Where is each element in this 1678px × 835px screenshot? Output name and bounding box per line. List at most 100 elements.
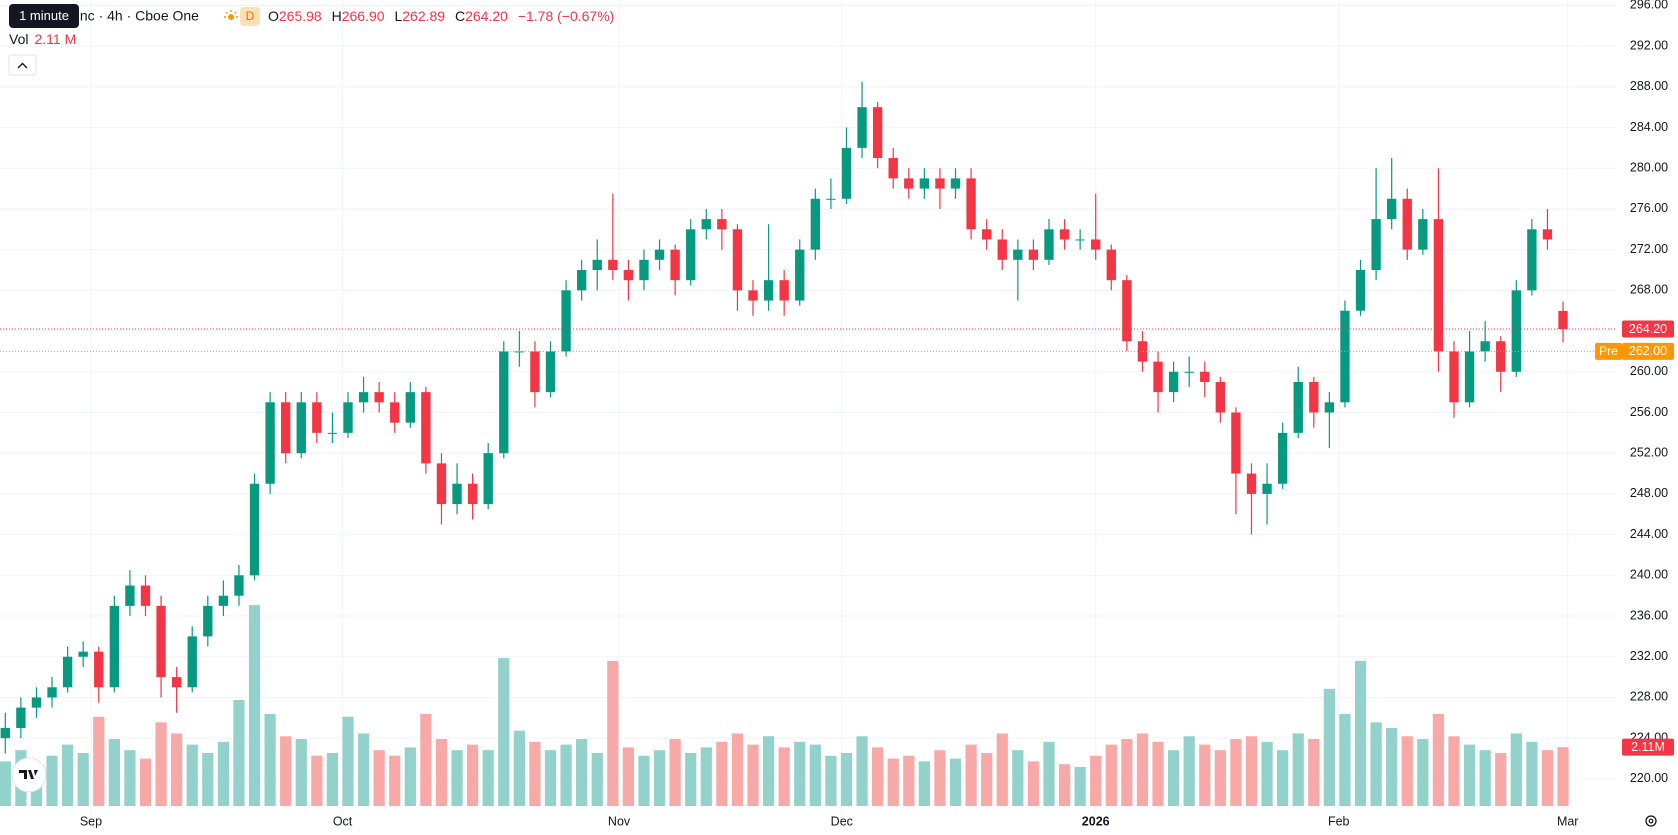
logo-circle[interactable] (11, 757, 47, 793)
volume-bar (311, 755, 323, 806)
volume-bar (186, 744, 198, 806)
candle-body (1449, 351, 1459, 403)
sun-rays (224, 10, 238, 18)
candle-body (639, 259, 649, 281)
candle-body (872, 107, 883, 159)
volume-bar (856, 736, 868, 806)
volume-bar (217, 741, 229, 806)
volume-bar (716, 741, 728, 806)
volume-bar (622, 747, 635, 806)
candle-body (94, 651, 104, 688)
candle-body (576, 270, 587, 291)
candle-body (1324, 402, 1335, 413)
volume-bar (1105, 744, 1117, 806)
volume-bar (747, 744, 759, 806)
candle-body (1418, 219, 1428, 250)
volume-bar (1354, 660, 1367, 806)
volume-bar (124, 750, 136, 806)
volume-bar (529, 741, 541, 806)
volume-bar (607, 660, 619, 806)
y-tick-label: 296.00 (1630, 0, 1668, 12)
volume-bar (46, 755, 58, 806)
candle-body (670, 249, 680, 281)
ohlc-values: O265.98 H266.90 L262.89 C264.20 −1.78 (−… (268, 8, 614, 24)
volume-bar (248, 605, 261, 806)
candle-body (1246, 473, 1257, 494)
volume-bar (809, 744, 821, 806)
candle-body (1153, 361, 1163, 393)
volume-bar (996, 733, 1008, 806)
candle-body (421, 392, 431, 464)
candle-body (467, 483, 478, 505)
volume-bar (1090, 755, 1102, 806)
y-tick-label: 240.00 (1630, 568, 1668, 582)
volume-bar (1183, 736, 1195, 806)
volume-bar (264, 713, 276, 806)
candle-body (608, 259, 618, 271)
volume-label-box (1622, 738, 1674, 756)
candle-body (1091, 239, 1101, 250)
volume-bar (1463, 744, 1476, 806)
volume-header-name: Vol (9, 31, 28, 47)
candle-body (997, 239, 1007, 260)
y-tick-label: 292.00 (1630, 38, 1668, 52)
volume-bar (1043, 741, 1055, 806)
candle-body (343, 402, 353, 433)
candle-body (701, 219, 711, 230)
tooltip-bg (9, 4, 79, 28)
ohlc-label: L (394, 8, 402, 24)
candle-body (1371, 219, 1381, 271)
collapse-button[interactable] (8, 54, 37, 76)
volume-bar (1136, 733, 1149, 806)
legend-header: Inc · 4h · Cboe One D O265.98 H266.90 L2… (8, 4, 614, 76)
volume-bar (1432, 713, 1445, 806)
volume-bar (108, 739, 120, 806)
volume-bar (61, 744, 74, 806)
candle-body (904, 178, 914, 189)
pre-market-tag: Pre (1599, 344, 1618, 358)
volume-bar (1526, 741, 1538, 806)
volume-bar (0, 761, 11, 806)
candle-body (47, 687, 57, 698)
candle-body (763, 280, 774, 301)
y-tick-label: 232.00 (1630, 649, 1668, 663)
candle-body (1464, 351, 1475, 403)
y-tick-label: 228.00 (1630, 690, 1668, 704)
interval-badge-bg (240, 7, 260, 26)
candle-body (1044, 229, 1054, 260)
volume-bar (1245, 736, 1258, 806)
candle-body (281, 402, 291, 454)
volume-bar (1121, 739, 1133, 806)
volume-bar (389, 755, 401, 806)
volume-bar (1277, 750, 1289, 806)
volume-bar (202, 752, 214, 806)
x-tick-label: Dec (831, 814, 853, 828)
candle-body (654, 249, 665, 260)
settings-button[interactable] (1645, 815, 1657, 827)
candle-body (841, 147, 852, 199)
logo[interactable] (11, 757, 47, 793)
candle-body (0, 727, 10, 739)
volume-bar (467, 744, 479, 806)
y-tick-label: 260.00 (1630, 364, 1668, 378)
volume-bar (171, 733, 183, 806)
volume-bar (1557, 747, 1569, 806)
volume-bar (949, 758, 962, 806)
volume-bar (918, 761, 930, 806)
collapse-button-bg[interactable] (8, 54, 37, 76)
volume-bar (653, 750, 666, 806)
candle-body (1542, 229, 1553, 240)
volume-bar (903, 755, 915, 806)
volume-bar (155, 722, 167, 806)
volume-bar (295, 739, 307, 806)
ohlc-value: 265.98 (279, 8, 322, 24)
gear[interactable] (1645, 815, 1657, 827)
volume-bar (1214, 750, 1226, 806)
pre-market-box (1622, 342, 1674, 360)
candle-body (717, 219, 727, 230)
volume-bar (1479, 750, 1491, 806)
candle-body (1355, 270, 1366, 311)
